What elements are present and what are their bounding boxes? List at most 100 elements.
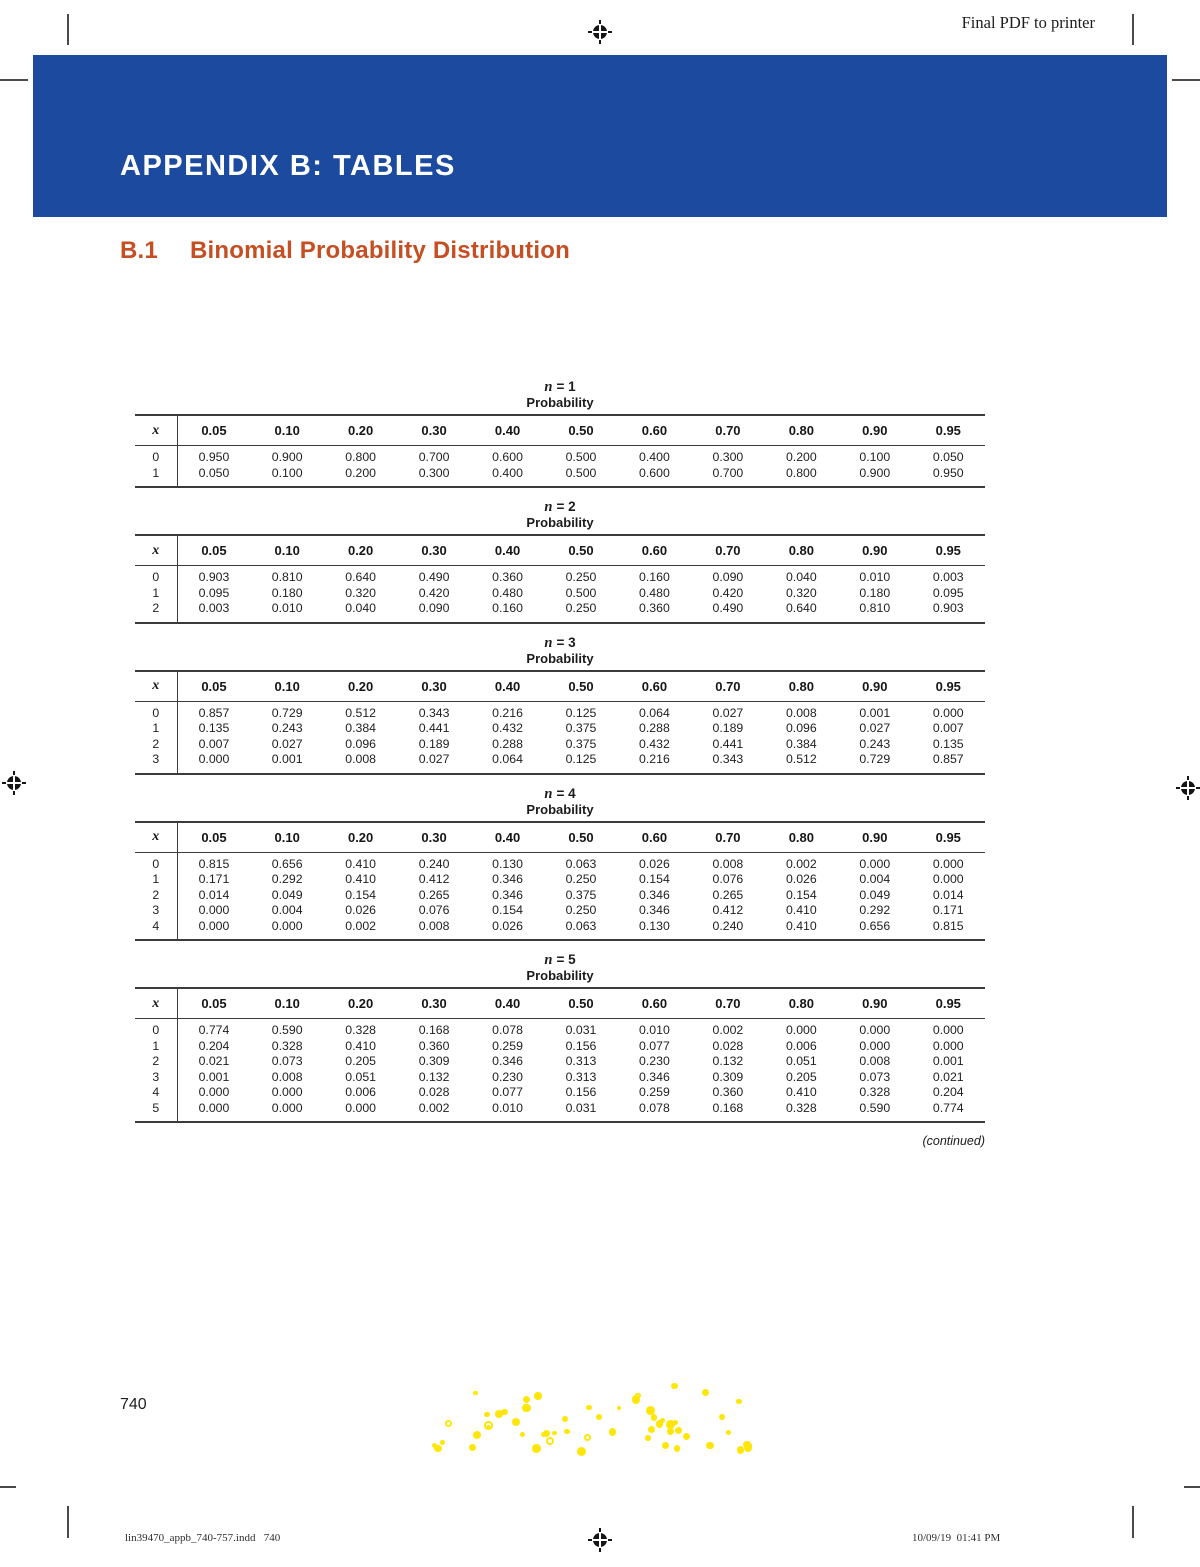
probability-column-header: 0.90: [862, 423, 888, 438]
crop-mark-left: [0, 79, 28, 81]
table-row: 2 0.014 0.049 0.154 0.265 0.346 0.375 0.346 0.26…: [135, 887, 985, 903]
probability-cell: 0.903: [198, 570, 230, 584]
footer-file-name: lin39470_appb_740-757.indd 740: [125, 1532, 281, 1544]
probability-cell: 0.010: [271, 601, 303, 615]
confetti-dot: [673, 1445, 681, 1452]
confetti-dot: [469, 1444, 476, 1452]
confetti-dot: [564, 1428, 570, 1435]
confetti-dot: [522, 1395, 531, 1404]
tables: n = 1 Probability x 0.05 0.10 0.20 0.30 0.40 0.…: [135, 379, 985, 1148]
probability-cell: 0.064: [639, 705, 670, 720]
confetti-dot: [501, 1408, 508, 1416]
table-n-label: n = 5: [135, 952, 985, 968]
probability-column-header: 0.80: [788, 996, 814, 1011]
probability-cell: 0.077: [639, 1038, 670, 1053]
probability-cell: 0.154: [639, 872, 670, 886]
probability-cell: 0.480: [639, 585, 670, 600]
probability-column-header: 0.10: [274, 543, 300, 558]
table-row: 2 0.021 0.073 0.205 0.309 0.346 0.313 0.230 0.13…: [135, 1054, 985, 1070]
probability-cell: 0.600: [492, 450, 523, 464]
crop-mark-bottom-left: [67, 1506, 69, 1538]
table-row: 0 0.950 0.900 0.800 0.700 0.600 0.500 0.400 0.30…: [135, 445, 985, 466]
probability-cell: 0.008: [859, 1054, 891, 1068]
section-heading: B.1 Binomial Probability Distribution: [120, 237, 570, 265]
probability-cell: 0.180: [859, 585, 891, 600]
x-value-cell: 2: [135, 1054, 178, 1070]
probability-cell: 0.205: [345, 1054, 377, 1068]
probability-cell: 0.774: [198, 1023, 230, 1037]
probability-cell: 0.800: [345, 450, 377, 464]
probability-cell: 0.050: [932, 450, 964, 464]
confetti-dot: [647, 1425, 656, 1434]
probability-cell: 0.815: [198, 856, 230, 871]
confetti-dot: [645, 1435, 651, 1441]
probability-cell: 0.216: [492, 705, 523, 720]
probability-cell: 0.500: [565, 450, 597, 464]
probability-column-header: 0.50: [568, 678, 594, 694]
probability-cell: 0.240: [418, 856, 450, 871]
table-n-value: = 4: [556, 785, 576, 801]
probability-column-header: 0.60: [641, 543, 668, 558]
probability-cell: 0.309: [712, 1069, 744, 1084]
probability-column-header: 0.05: [201, 543, 227, 558]
probability-column-header: 0.40: [494, 543, 521, 558]
confetti-dot: [631, 1394, 641, 1404]
probability-cell: 0.774: [932, 1100, 964, 1115]
probability-cell: 0.004: [859, 872, 891, 886]
probability-cell: 0.160: [492, 601, 523, 615]
table-header-row: x 0.05 0.10 0.20 0.30 0.40 0.50 0.60 0.70 0.80 0.9…: [135, 988, 985, 1019]
confetti-dot: [586, 1404, 592, 1411]
probability-cell: 0.027: [271, 736, 303, 751]
confetti-dot: [719, 1414, 725, 1421]
confetti-dot: [635, 1392, 641, 1398]
crop-mark-bottom-left-h: [0, 1486, 16, 1488]
probability-column-header: 0.80: [788, 678, 814, 694]
probability-cell: 0.384: [785, 736, 817, 751]
probability-cell: 0.000: [198, 918, 230, 933]
probability-cell: 0.090: [418, 601, 450, 615]
x-value-cell: 1: [135, 721, 178, 737]
table-subtitle: Probability: [526, 650, 594, 666]
probability-cell: 0.590: [859, 1100, 891, 1115]
table-subtitle: Probability: [526, 968, 594, 983]
probability-cell: 0.320: [345, 585, 377, 600]
probability-cell: 0.857: [932, 752, 964, 766]
confetti-dot: [671, 1382, 679, 1390]
confetti-dot: [656, 1420, 664, 1428]
probability-column-header: 0.30: [421, 829, 447, 845]
probability-column-header: 0.90: [862, 543, 888, 558]
probability-cell: 0.700: [712, 465, 744, 480]
probability-cell: 0.003: [198, 601, 230, 615]
watermark-text: Final PDF to printer: [961, 13, 1095, 32]
table-subtitle: Probability: [526, 395, 594, 410]
probability-cell: 0.049: [271, 887, 303, 902]
probability-cell: 0.000: [345, 1100, 377, 1115]
probability-cell: 0.346: [639, 1069, 670, 1084]
probability-cell: 0.004: [271, 903, 303, 917]
probability-cell: 0.000: [271, 1100, 303, 1115]
probability-column-header: 0.50: [568, 543, 594, 558]
probability-table: x 0.05 0.10 0.20 0.30 0.40 0.50 0.60 0.70 0.80 0.9…: [135, 987, 985, 1123]
probability-column-header: 0.70: [715, 829, 741, 845]
probability-cell: 0.000: [198, 752, 230, 766]
confetti-dot: [532, 1444, 541, 1453]
crop-mark-top-left: [67, 14, 69, 45]
crop-mark-bottom-right-h: [1184, 1486, 1200, 1488]
confetti-dot: [683, 1432, 691, 1440]
probability-cell: 0.384: [345, 721, 377, 735]
registration-mark-icon: [588, 20, 612, 44]
probability-cell: 0.001: [198, 1069, 230, 1084]
x-column-header: x: [135, 821, 178, 852]
probability-cell: 0.512: [345, 705, 377, 720]
probability-cell: 0.230: [492, 1069, 523, 1084]
table-row: 3 0.000 0.001 0.008 0.027 0.064 0.125 0.216 0.34…: [135, 752, 985, 774]
probability-cell: 0.050: [198, 465, 230, 480]
table-row: 1 0.095 0.180 0.320 0.420 0.480 0.500 0.480 0.42…: [135, 585, 985, 601]
probability-cell: 0.313: [565, 1054, 597, 1068]
probability-column-header: 0.70: [715, 678, 741, 694]
probability-cell: 0.031: [565, 1023, 597, 1037]
probability-cell: 0.008: [418, 918, 450, 933]
probability-cell: 0.480: [492, 585, 523, 600]
table-header-row: x 0.05 0.10 0.20 0.30 0.40 0.50 0.60 0.70 0.80 0.9…: [135, 535, 985, 566]
x-value-cell: 0: [135, 565, 178, 586]
